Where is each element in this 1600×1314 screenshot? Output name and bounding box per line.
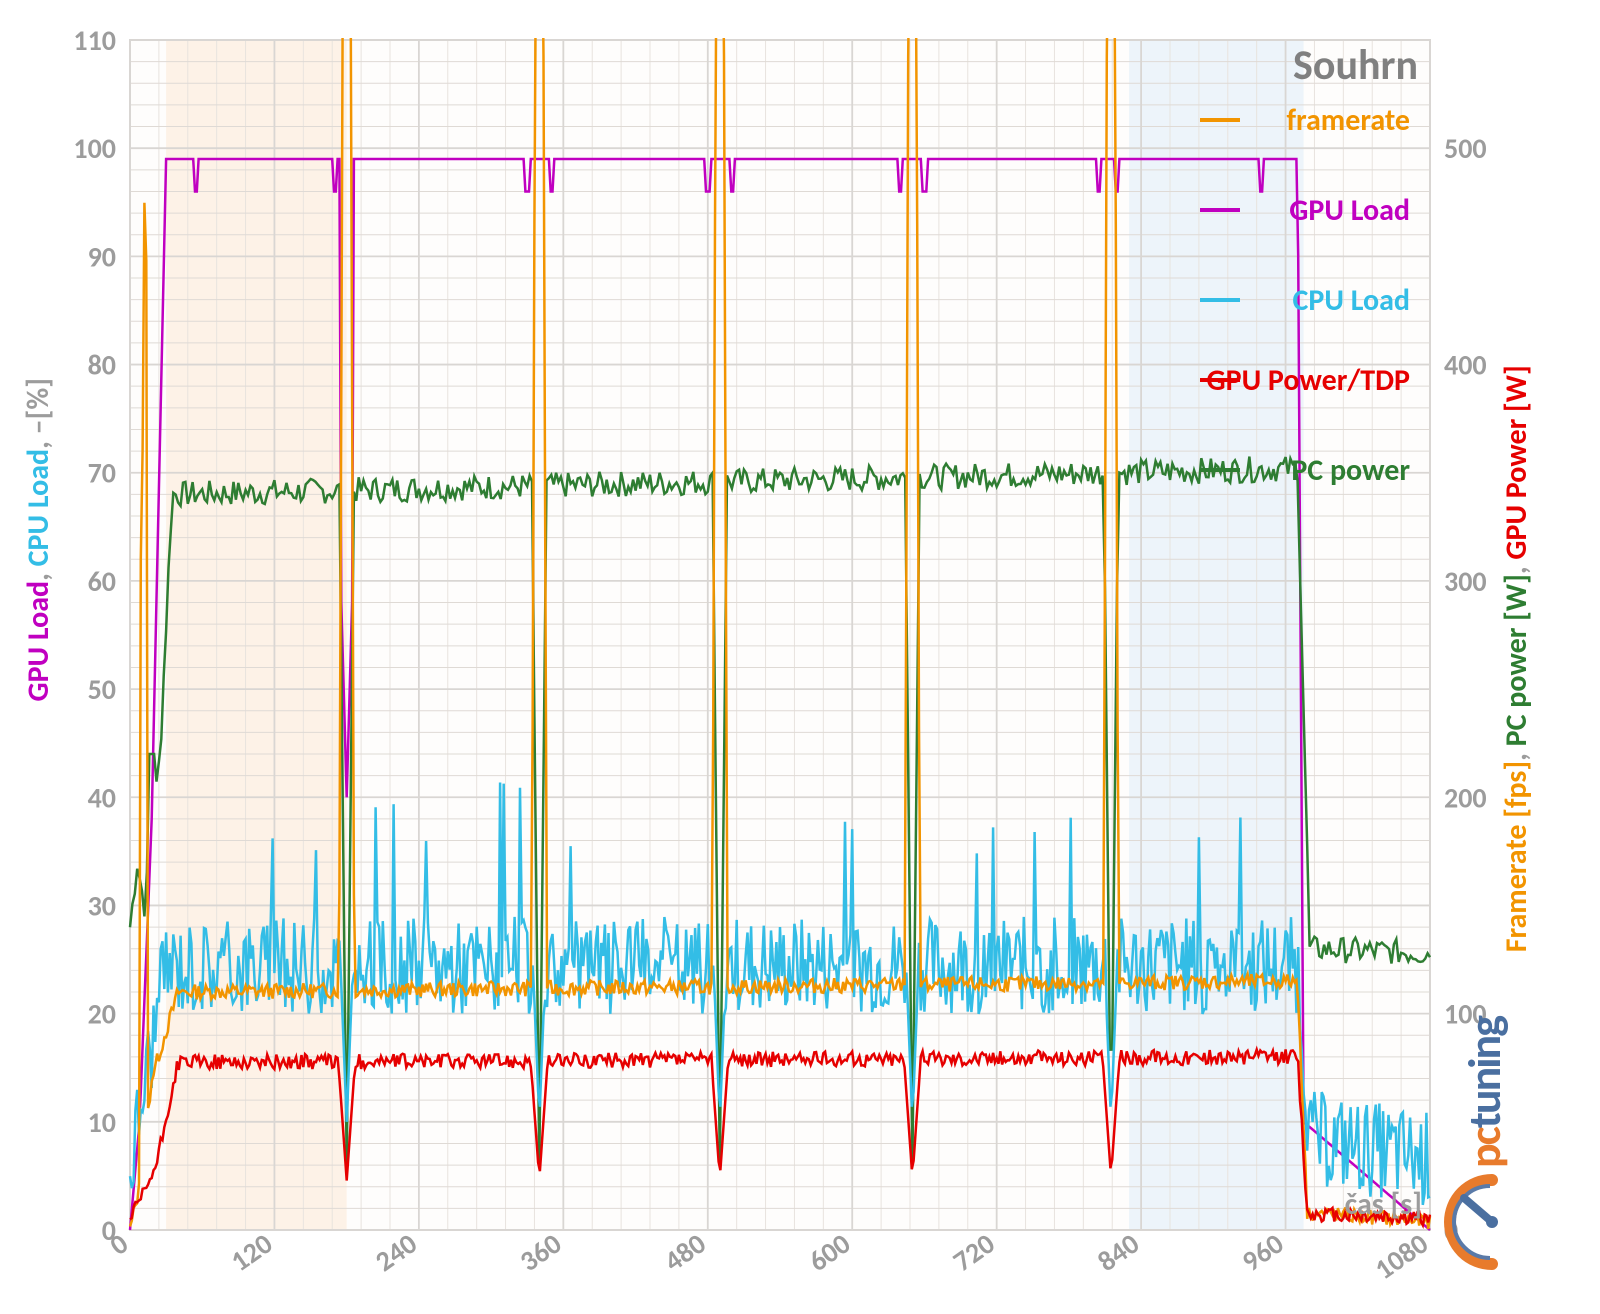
legend-label-cpu_load: CPU Load <box>1293 282 1410 319</box>
legend-label-gpu_load: GPU Load <box>1289 192 1410 229</box>
svg-text:pctuning: pctuning <box>1457 1015 1513 1168</box>
y-left-tick: 50 <box>88 672 116 707</box>
y-right-tick: 300 <box>1444 564 1487 599</box>
chart-svg: 0102030405060708090100110010020030040050… <box>0 0 1600 1314</box>
warmup-band <box>166 40 347 1230</box>
y-left-tick: 20 <box>88 997 116 1032</box>
y-right-tick: 500 <box>1444 131 1487 166</box>
y-left-tick: 60 <box>88 564 116 599</box>
y-right-axis-label: Framerate [fps], PC power [W], GPU Power… <box>1498 365 1535 952</box>
y-left-tick: 70 <box>88 456 116 491</box>
legend-label-gpu_power: GPU Power/TDP <box>1206 362 1410 399</box>
y-left-tick: 40 <box>88 780 116 815</box>
y-left-axis-label: GPU Load, CPU Load, –[%] <box>20 378 57 702</box>
x-axis-label: čas [s] <box>1345 1186 1422 1223</box>
chart-container: 0102030405060708090100110010020030040050… <box>0 0 1600 1314</box>
legend-label-pc_power: PC power <box>1291 452 1410 489</box>
y-left-tick: 90 <box>88 239 116 274</box>
y-left-tick: 100 <box>73 131 116 166</box>
y-left-tick: 30 <box>88 888 116 923</box>
y-right-tick: 200 <box>1444 780 1487 815</box>
chart-title: Souhrn <box>1293 40 1418 91</box>
legend-label-framerate: framerate <box>1287 102 1411 139</box>
y-left-tick: 10 <box>88 1105 116 1140</box>
y-left-tick: 80 <box>88 348 116 383</box>
y-left-tick: 110 <box>73 23 116 58</box>
y-right-tick: 400 <box>1444 348 1487 383</box>
